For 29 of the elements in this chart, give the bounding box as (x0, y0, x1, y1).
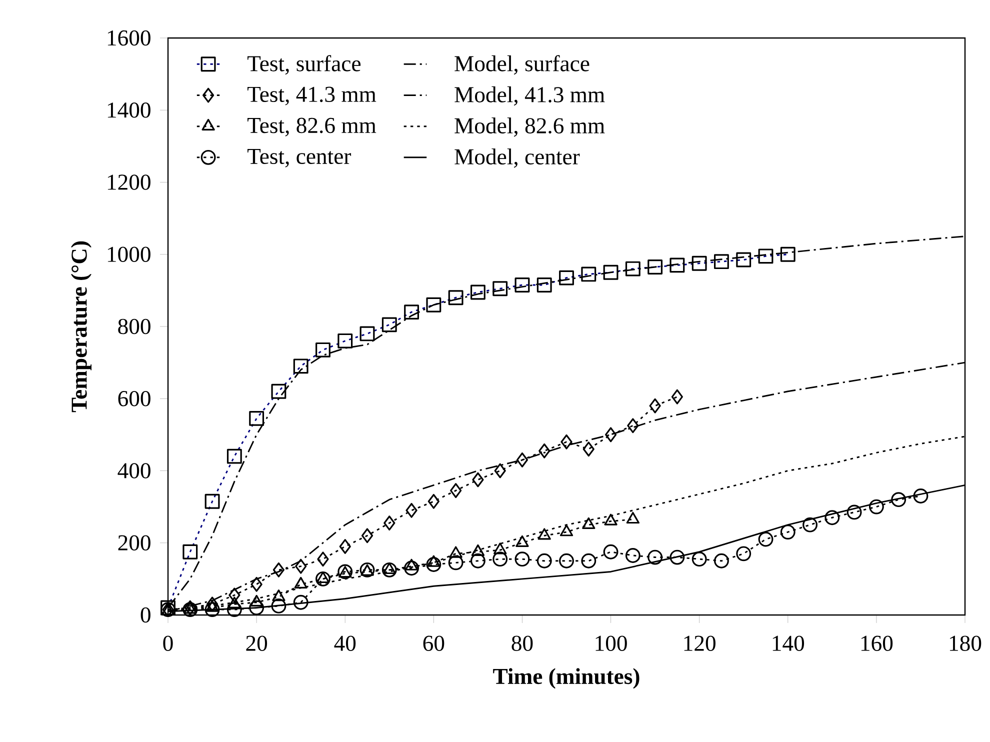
x-tick-label: 20 (246, 636, 268, 651)
legend-label: Model, surface (454, 55, 590, 75)
x-tick-label: 120 (684, 636, 716, 651)
y-tick-label: 400 (118, 463, 150, 478)
legend-label: Test, 41.3 mm (247, 86, 376, 106)
y-tick-label: 200 (118, 535, 150, 551)
legend-label: Test, 82.6 mm (247, 118, 376, 136)
x-tick-label: 80 (512, 636, 533, 651)
y-tick-label: 1200 (108, 174, 150, 190)
legend-label: Model, 41.3 mm (454, 86, 605, 106)
y-tick-label: 0 (140, 607, 150, 623)
x-axis-title: Time (minutes) (493, 668, 640, 689)
y-tick-label: 800 (118, 318, 150, 334)
x-tick-label: 160 (861, 636, 893, 651)
x-tick-label: 0 (163, 636, 173, 651)
legend-label: Test, center (247, 148, 352, 168)
x-tick-label: 180 (950, 636, 982, 651)
x-tick-label: 40 (334, 636, 356, 651)
x-tick-label: 100 (596, 636, 627, 651)
y-tick-label: 600 (118, 390, 150, 406)
y-tick-label: 1000 (108, 246, 150, 262)
legend-label: Model, center (454, 148, 580, 168)
y-tick-label: 1600 (108, 30, 150, 46)
x-tick-label: 140 (772, 636, 804, 651)
legend-label: Test, surface (247, 55, 361, 75)
legend-label: Model, 82.6 mm (454, 117, 605, 137)
y-axis-title: Temperature (°C) (70, 241, 92, 412)
x-tick-label: 60 (423, 636, 444, 651)
y-tick-label: 1400 (108, 102, 150, 118)
